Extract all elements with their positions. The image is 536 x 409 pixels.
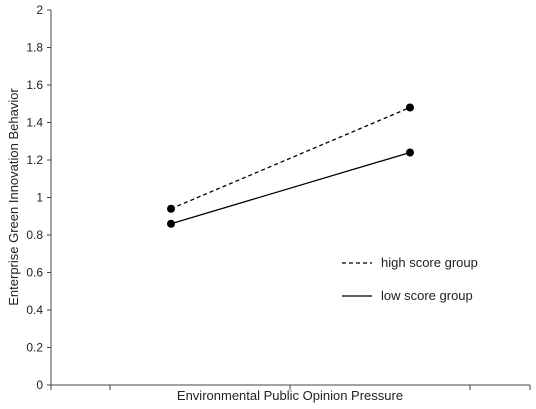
y-tick-label: 0 [36, 378, 43, 392]
series-high-score-group [167, 103, 414, 213]
y-tick-label: 1 [36, 191, 43, 205]
y-tick-label: 1.8 [26, 41, 43, 55]
series-low-score-group [167, 148, 414, 228]
series-line [170, 106, 411, 210]
chart-axes [50, 10, 530, 386]
series-line [170, 151, 411, 225]
chart-series [167, 103, 414, 228]
data-point [406, 148, 414, 157]
legend-label: low score group [381, 288, 473, 303]
data-point [167, 219, 175, 228]
y-tick-label: 1.4 [26, 116, 43, 130]
y-tick-label: 0.2 [26, 341, 43, 355]
y-tick-label: 1.2 [26, 153, 43, 167]
legend-label: high score group [381, 255, 478, 270]
x-axis-ticks [50, 385, 531, 390]
y-axis-title: Enterprise Green Innovation Behavior [6, 88, 21, 306]
y-tick-label: 0.4 [26, 303, 43, 317]
data-point [406, 103, 414, 112]
y-tick-label: 0.8 [26, 228, 43, 242]
x-axis-title: Environmental Public Opinion Pressure [177, 388, 403, 403]
y-tick-label: 2 [36, 3, 43, 17]
data-point [167, 204, 175, 213]
y-tick-label: 1.6 [26, 78, 43, 92]
chart-legend: high score group low score group [342, 255, 478, 303]
y-tick-label: 0.6 [26, 266, 43, 280]
y-axis-ticks: 0 0.2 0.4 0.6 0.8 1 1.2 1.4 1.6 1.8 2 [26, 3, 51, 392]
